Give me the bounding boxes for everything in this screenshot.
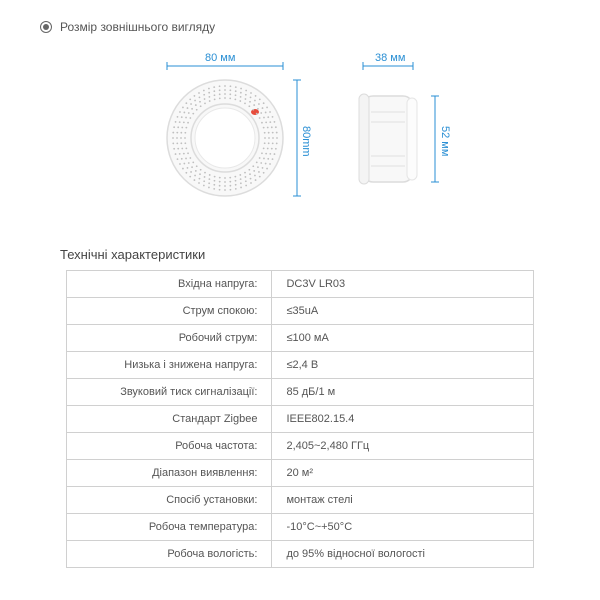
width-label: 80 мм [205,52,235,64]
spec-label: Робоча вологість: [67,541,272,568]
spec-value: 85 дБ/1 м [272,379,534,406]
table-row: Робоча частота:2,405~2,480 ГГц [67,433,534,460]
spec-value: IEEE802.15.4 [272,406,534,433]
spec-label: Стандарт Zigbee [67,406,272,433]
table-row: Звуковий тиск сигналізації:85 дБ/1 м [67,379,534,406]
table-row: Робоча температура:-10°C~+50°C [67,514,534,541]
spec-value: ≤2,4 В [272,352,534,379]
spec-label: Діапазон виявлення: [67,460,272,487]
spec-value: 20 м² [272,460,534,487]
table-row: Струм спокою:≤35uA [67,298,534,325]
spec-label: Робоча температура: [67,514,272,541]
spec-value: до 95% відносної вологості [272,541,534,568]
table-row: Робочий струм:≤100 мА [67,325,534,352]
spec-value: -10°C~+50°C [272,514,534,541]
side-view: 38 мм 52 мм [345,54,455,217]
spec-value: DC3V LR03 [272,271,534,298]
depth-label: 38 мм [375,52,405,64]
spec-label: Робоча частота: [67,433,272,460]
table-row: Вхідна напруга:DC3V LR03 [67,271,534,298]
spec-value: 2,405~2,480 ГГц [272,433,534,460]
spec-label: Робочий струм: [67,325,272,352]
table-row: Стандарт ZigbeeIEEE802.15.4 [67,406,534,433]
spec-value: ≤35uA [272,298,534,325]
specs-title: Технічні характеристики [60,247,560,262]
spec-label: Звуковий тиск сигналізації: [67,379,272,406]
device-front-svg [145,54,305,214]
spec-label: Низька і знижена напруга: [67,352,272,379]
specs-table: Вхідна напруга:DC3V LR03Струм спокою:≤35… [66,270,534,568]
side-height-label: 52 мм [439,126,451,156]
spec-label: Струм спокою: [67,298,272,325]
table-row: Робоча вологість:до 95% відносної волого… [67,541,534,568]
table-row: Низька і знижена напруга:≤2,4 В [67,352,534,379]
section-header: Розмір зовнішнього вигляду [40,20,560,34]
section-title: Розмір зовнішнього вигляду [60,20,215,34]
table-row: Спосіб установки:монтаж стелі [67,487,534,514]
spec-label: Вхідна напруга: [67,271,272,298]
spec-value: монтаж стелі [272,487,534,514]
height-label: 80mm [300,126,312,157]
bullet-icon [40,21,52,33]
table-row: Діапазон виявлення:20 м² [67,460,534,487]
spec-value: ≤100 мА [272,325,534,352]
spec-label: Спосіб установки: [67,487,272,514]
front-view: 80 мм 80mm [145,54,305,217]
dimension-diagram: 80 мм 80mm 38 мм 52 мм [40,54,560,217]
